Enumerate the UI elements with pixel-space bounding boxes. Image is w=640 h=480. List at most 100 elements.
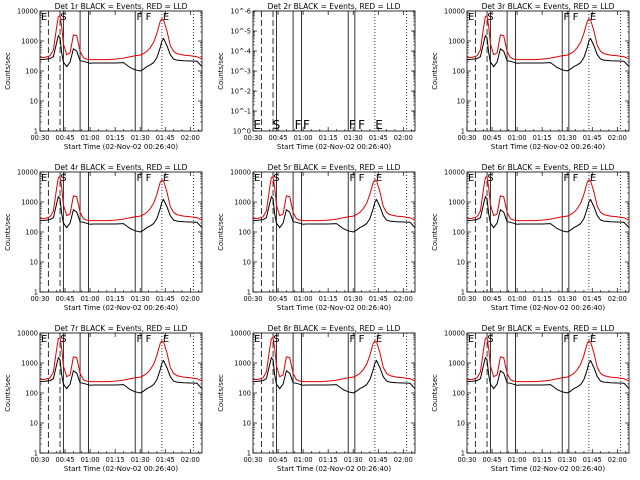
x-tick-label: 01:30	[558, 456, 577, 464]
x-tick-label: 02:00	[608, 134, 627, 142]
y-tick-label: 1	[461, 127, 465, 135]
marker-letter: F	[146, 334, 152, 345]
lld-series-line	[39, 14, 203, 61]
panel-title: Det 9r BLACK = Events, RED = LLD	[482, 324, 615, 333]
x-tick-label: 00:30	[457, 295, 476, 303]
marker-letter: F	[359, 173, 365, 184]
x-tick-label: 00:30	[30, 295, 49, 303]
panel-title: Det 7r BLACK = Events, RED = LLD	[55, 324, 188, 333]
x-tick-label: 00:45	[269, 456, 288, 464]
marker-letter: F	[136, 12, 142, 23]
x-tick-label: 01:45	[369, 134, 388, 142]
lld-series-line	[39, 175, 203, 222]
marker-letter: F	[563, 173, 569, 184]
marker-letter: F	[573, 12, 579, 23]
y-tick-label: 10^-1	[231, 107, 252, 115]
panel-det-1r: Det 1r BLACK = Events, RED = LLD 00:30 00:…	[4, 2, 203, 151]
lld-series-line	[466, 336, 630, 383]
marker-letter: S	[60, 334, 66, 345]
y-axis-label: Counts/sec	[4, 52, 12, 90]
panel-title: Det 4r BLACK = Events, RED = LLD	[55, 163, 188, 172]
x-tick-label: 01:15	[533, 456, 552, 464]
y-axis-label: Counts/sec	[4, 213, 12, 251]
marker-letter: E	[253, 118, 261, 132]
plot-frame	[39, 171, 203, 293]
x-tick-label: 01:45	[156, 295, 175, 303]
y-tick-label: 1000	[448, 198, 465, 206]
y-tick-label: 1000	[448, 37, 465, 45]
x-tick-label: 01:00	[81, 295, 100, 303]
y-tick-label: 10	[243, 419, 251, 427]
marker-letter: F	[349, 334, 355, 345]
y-tick-label: 1	[247, 449, 251, 457]
panel-det-8r: Det 8r BLACK = Events, RED = LLD 00:30 00:…	[217, 324, 416, 473]
y-tick-label: 10^-5	[231, 27, 252, 35]
x-tick-label: 01:00	[508, 134, 527, 142]
panel-title: Det 6r BLACK = Events, RED = LLD	[482, 163, 615, 172]
x-axis-label: Start Time (02-Nov-02 00:26:40)	[277, 304, 391, 312]
panel-title: Det 3r BLACK = Events, RED = LLD	[482, 2, 615, 11]
y-tick-label: 10000	[17, 329, 38, 337]
x-tick-label: 01:45	[156, 456, 175, 464]
marker-letter: E	[590, 12, 596, 23]
events-series-line	[39, 34, 203, 72]
y-tick-label: 10^0	[233, 127, 251, 135]
x-tick-label: 00:45	[56, 295, 75, 303]
events-series-line	[252, 195, 416, 233]
y-tick-label: 10	[30, 419, 38, 427]
lld-series-line	[466, 14, 630, 61]
marker-letter: F	[146, 173, 152, 184]
marker-letter: E	[41, 173, 47, 184]
marker-letter: F	[563, 334, 569, 345]
x-tick-label: 01:30	[344, 295, 363, 303]
x-tick-label: 01:30	[131, 456, 150, 464]
marker-letter: F	[358, 118, 365, 132]
y-tick-label: 100	[452, 228, 465, 236]
x-tick-label: 01:15	[106, 295, 125, 303]
panel-title: Det 5r BLACK = Events, RED = LLD	[268, 163, 401, 172]
y-tick-label: 10^-4	[231, 47, 252, 55]
y-tick-label: 100	[25, 389, 38, 397]
x-tick-label: 00:45	[483, 295, 502, 303]
x-tick-label: 01:15	[533, 295, 552, 303]
y-tick-label: 10000	[444, 329, 465, 337]
panel-det-9r: Det 9r BLACK = Events, RED = LLD 00:30 00:…	[431, 324, 630, 473]
y-tick-label: 10	[30, 97, 38, 105]
marker-letter: E	[375, 118, 383, 132]
x-tick-label: 01:00	[294, 134, 313, 142]
y-tick-label: 10000	[444, 168, 465, 176]
x-tick-label: 01:15	[533, 134, 552, 142]
y-tick-label: 10000	[17, 168, 38, 176]
x-tick-label: 00:45	[56, 456, 75, 464]
marker-letter: S	[487, 173, 493, 184]
marker-letter: E	[468, 12, 474, 23]
y-tick-label: 10	[457, 419, 465, 427]
x-axis-label: Start Time (02-Nov-02 00:26:40)	[491, 304, 605, 312]
y-axis-label: Counts/sec	[431, 52, 439, 90]
y-axis-label: Counts/sec	[217, 52, 225, 90]
x-tick-label: 00:45	[56, 134, 75, 142]
y-axis-label: Counts/sec	[217, 213, 225, 251]
lld-series-line	[252, 336, 416, 383]
marker-letter: E	[376, 173, 382, 184]
marker-letter: S	[60, 173, 66, 184]
x-tick-label: 00:45	[483, 134, 502, 142]
events-series-line	[39, 195, 203, 233]
y-tick-label: 1000	[234, 198, 251, 206]
x-tick-label: 00:45	[269, 134, 288, 142]
marker-letter: E	[163, 173, 169, 184]
events-series-line	[466, 356, 630, 394]
y-axis-label: Counts/sec	[217, 374, 225, 412]
y-tick-label: 10	[243, 258, 251, 266]
lld-series-line	[466, 175, 630, 222]
x-tick-label: 01:00	[294, 456, 313, 464]
y-tick-label: 100	[238, 389, 251, 397]
x-tick-label: 01:30	[344, 456, 363, 464]
plot-frame	[466, 171, 630, 293]
x-tick-label: 01:00	[81, 456, 100, 464]
x-tick-label: 01:30	[344, 134, 363, 142]
x-tick-label: 01:45	[583, 456, 602, 464]
x-tick-label: 01:45	[583, 134, 602, 142]
x-tick-label: 00:30	[457, 456, 476, 464]
marker-letter: F	[303, 118, 310, 132]
